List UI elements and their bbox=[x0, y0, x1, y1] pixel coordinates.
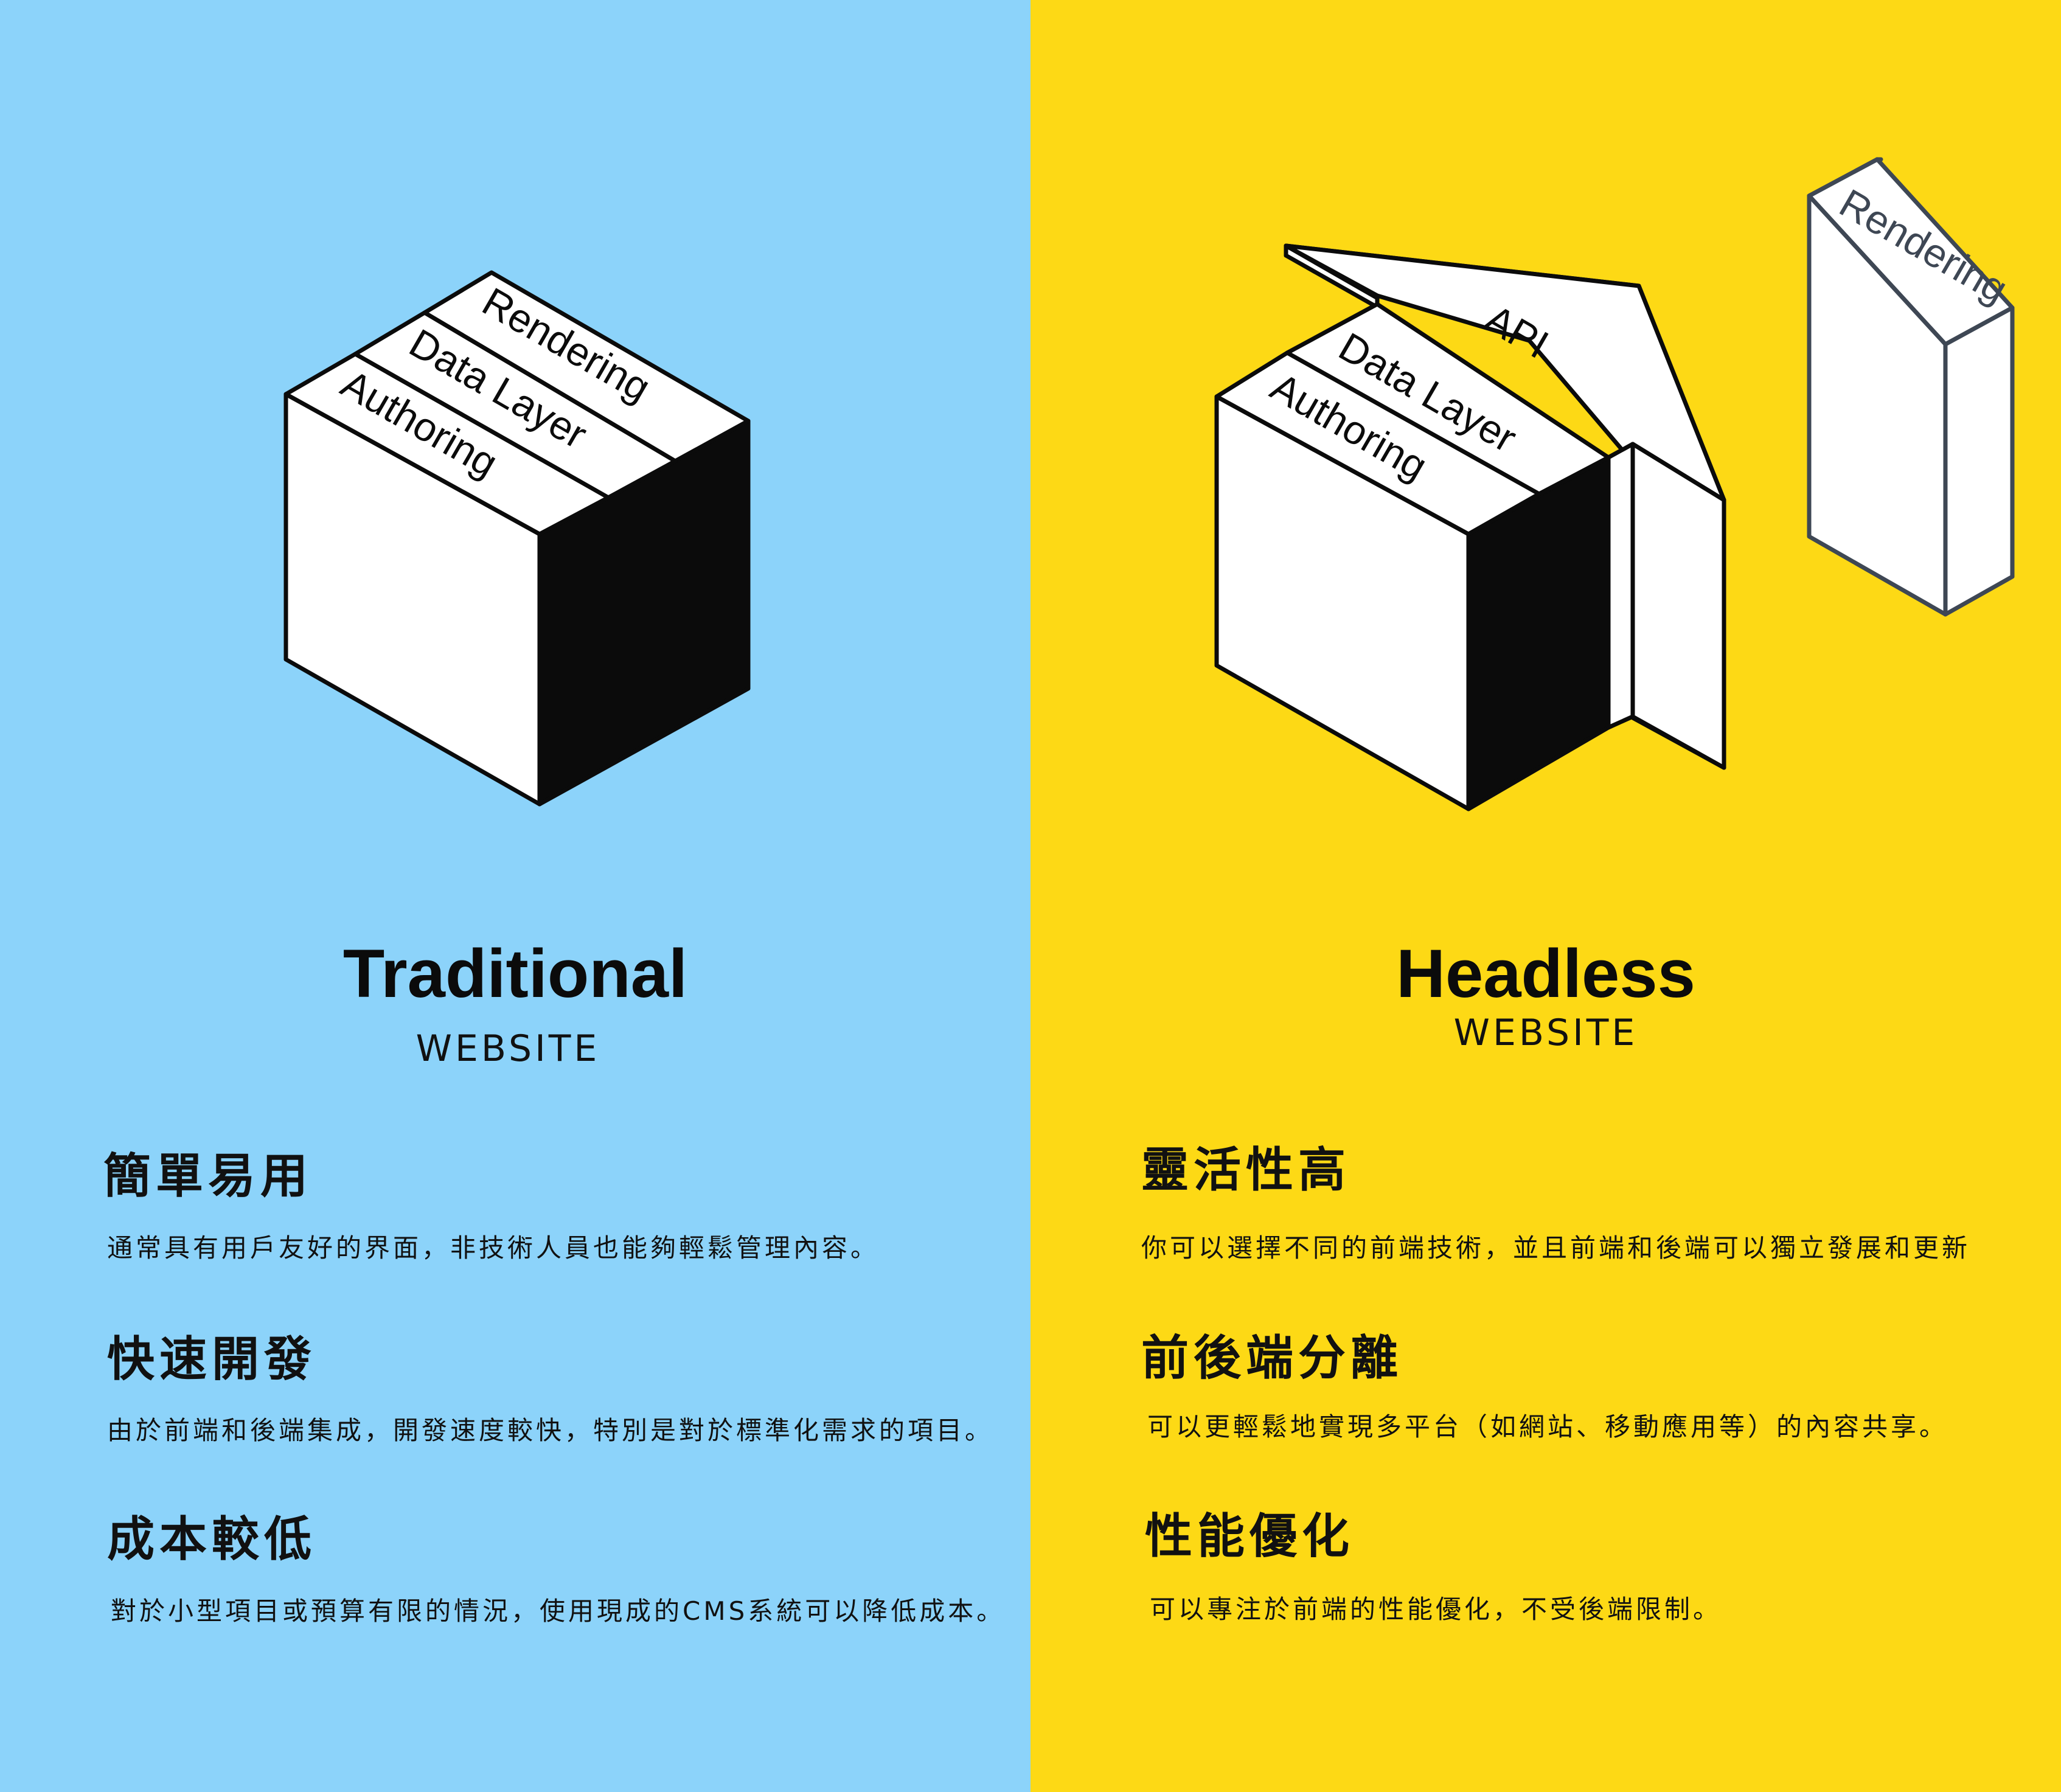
traditional-panel: Rendering Data Layer Authoring Tradition… bbox=[0, 0, 1030, 1792]
traditional-feature-3-desc: 對於小型項目或預算有限的情況，使用現成的CMS系統可以降低成本。 bbox=[111, 1596, 1006, 1626]
traditional-title: Traditional bbox=[342, 936, 688, 1012]
headless-feature-1-title: 靈活性高 bbox=[1141, 1143, 1351, 1198]
headless-feature-2-title: 前後端分離 bbox=[1141, 1331, 1403, 1386]
traditional-feature-1-title: 簡單易用 bbox=[103, 1149, 313, 1204]
traditional-feature-2-title: 快速開發 bbox=[107, 1332, 317, 1387]
layer-authoring bbox=[283, 352, 611, 537]
traditional-feature-1-desc: 通常具有用戶友好的界面，非技術人員也能夠輕鬆管理內容。 bbox=[107, 1233, 880, 1263]
headless-feature-3-desc: 可以專注於前端的性能優化，不受後端限制。 bbox=[1150, 1594, 1722, 1624]
headless-title: Headless bbox=[1396, 936, 1695, 1012]
rendering-slab-side bbox=[1943, 305, 2015, 617]
traditional-feature-3-title: 成本較低 bbox=[107, 1512, 317, 1567]
headless-arrow-stem-face bbox=[1630, 442, 1726, 770]
headless-architecture-diagram: Rendering API Data Layer Authoring bbox=[1214, 157, 2015, 811]
traditional-cube-diagram: Rendering Data Layer Authoring bbox=[283, 270, 751, 807]
headless-feature-2-desc: 可以更輕鬆地實現多平台（如網站、移動應用等）的內容共享。 bbox=[1147, 1412, 1948, 1442]
headless-feature-3-title: 性能優化 bbox=[1145, 1509, 1355, 1564]
headless-subtitle: WEBSITE bbox=[1453, 1012, 1638, 1054]
headless-layer-authoring bbox=[1214, 350, 1541, 537]
headless-feature-1-desc: 你可以選擇不同的前端技術，並且前端和後端可以獨立發展和更新 bbox=[1141, 1233, 1971, 1263]
traditional-feature-2-desc: 由於前端和後端集成，開發速度較快，特別是對於標準化需求的項目。 bbox=[107, 1415, 994, 1445]
traditional-subtitle: WEBSITE bbox=[415, 1027, 600, 1070]
headless-panel: Rendering API Data Layer Authoring Headl… bbox=[1030, 0, 2061, 1792]
headless-arrow-stem-white bbox=[1606, 442, 1635, 730]
